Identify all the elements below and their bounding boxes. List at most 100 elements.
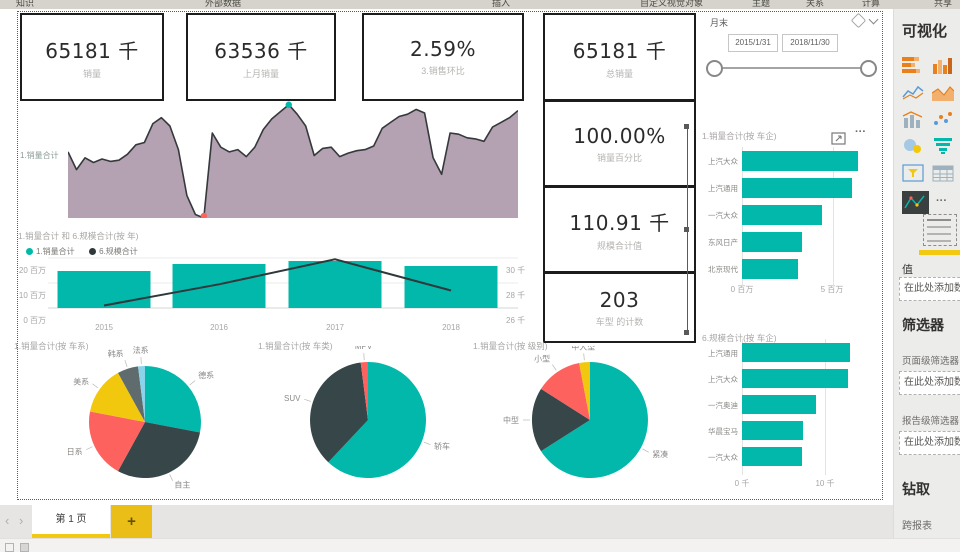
bar-chart-sales-by-maker[interactable]: 1.销量合计(按 车企) ··· 0 百万 5 百万 上汽大众 上汽通用 一汽大众东… — [695, 126, 881, 332]
filters-section-label: 筛选器 — [902, 317, 944, 333]
pie-slice-label: SUV — [284, 394, 301, 403]
add-page-button[interactable]: + — [111, 505, 152, 538]
bar[interactable] — [742, 369, 849, 388]
pie-slice[interactable] — [145, 366, 201, 433]
bar[interactable] — [742, 421, 803, 440]
report-filter-field-well[interactable]: 在此处添加数据字段 — [899, 431, 960, 455]
ribbon-item[interactable]: 共享 — [934, 0, 953, 8]
pie-slice[interactable] — [90, 372, 145, 422]
ribbon-item[interactable]: 知识 — [16, 0, 35, 8]
pie-slice[interactable] — [118, 422, 200, 479]
card-sales[interactable]: 65181 千 销量 — [20, 13, 164, 101]
combo-bar[interactable] — [288, 261, 382, 308]
eraser-icon[interactable] — [850, 12, 867, 29]
more-visuals-icon[interactable]: ··· — [936, 195, 947, 207]
slicer-start-date[interactable]: 2015/1/31 — [728, 34, 778, 52]
pie-chart-series-visual[interactable]: 1.销量合计(按 车系) 德系 自主 日系 美系 韩系 法系 — [10, 338, 260, 500]
pie-slice[interactable] — [541, 362, 648, 478]
more-options-icon[interactable]: ··· — [855, 126, 866, 138]
clustered-column-chart-icon[interactable] — [932, 56, 958, 76]
pie-chart-level-visual[interactable]: 1.销量合计(按 级别) 紧凑 中型 小型 中大型 — [465, 338, 715, 500]
axis-gridline — [825, 339, 826, 475]
pie-slice[interactable] — [579, 361, 590, 420]
bar[interactable] — [742, 151, 858, 171]
slicer-title: 月末 — [710, 18, 729, 28]
fields-well-icon[interactable] — [923, 214, 957, 246]
bar[interactable] — [742, 259, 799, 279]
table-icon[interactable] — [932, 164, 958, 184]
selection-handle[interactable] — [684, 330, 689, 335]
slicer-slider-track[interactable] — [715, 67, 867, 69]
prev-page-arrow[interactable]: ‹ — [5, 513, 10, 528]
ribbon-item[interactable]: 计算 — [862, 0, 881, 8]
stacked-bar-chart-icon[interactable] — [902, 56, 928, 76]
date-slicer[interactable]: 月末 2015/1/31 2018/11/30 — [703, 12, 879, 94]
card-model-count[interactable]: 203 车型 的计数 — [543, 272, 696, 343]
combo-bar[interactable] — [172, 264, 266, 308]
pie-slice-label: 韩系 — [108, 348, 124, 358]
slicer-icon[interactable] — [902, 164, 928, 184]
line-chart-icon[interactable] — [902, 83, 928, 103]
status-bar — [0, 538, 960, 552]
next-page-arrow[interactable]: › — [19, 513, 24, 528]
area-chart-visual[interactable]: 1.销量合计 — [18, 98, 523, 222]
y2-axis-tick: 30 千 — [506, 266, 526, 275]
chart-title: 1.销量合计(按 车类) — [258, 341, 333, 351]
panel-title: 可视化 — [902, 23, 948, 40]
chevron-down-icon[interactable] — [868, 14, 879, 25]
bar[interactable] — [742, 205, 822, 225]
report-filter-label: 报告级筛选器 — [902, 416, 960, 427]
bar[interactable] — [742, 395, 816, 414]
pie-chart-class-visual[interactable]: 1.销量合计(按 车类) 轿车 SUV MPV — [245, 338, 495, 500]
legend-label: 6.规模合计 — [99, 247, 138, 256]
ribbon-item[interactable]: 自定义视觉对象 — [640, 0, 704, 8]
bar[interactable] — [742, 232, 802, 252]
pie-chart-svg: 紧凑 中型 小型 中大型 — [503, 346, 668, 478]
combo-bar[interactable] — [57, 271, 151, 308]
combo-chart-icon[interactable] — [902, 110, 928, 130]
slicer-end-date[interactable]: 2018/11/30 — [782, 34, 838, 52]
bar[interactable] — [742, 343, 850, 362]
card-sales-percent[interactable]: 100.00% 销量百分比 — [543, 100, 696, 187]
page-filter-field-well[interactable]: 在此处添加数据字段 — [899, 371, 960, 395]
bar[interactable] — [742, 447, 802, 466]
ribbon-item[interactable]: 主题 — [752, 0, 771, 8]
focus-mode-icon[interactable] — [831, 132, 847, 145]
pie-slice[interactable] — [118, 366, 145, 422]
pie-slice[interactable] — [88, 411, 145, 472]
area-chart-icon[interactable] — [931, 83, 958, 103]
legend-item: 6.规模合计 — [89, 246, 138, 257]
bar[interactable] — [742, 178, 853, 198]
pie-label-leader — [189, 380, 196, 386]
y-axis-tick: 0 百万 — [23, 316, 46, 325]
pie-slice[interactable] — [531, 388, 590, 452]
ribbon-item[interactable]: 外部数据 — [205, 0, 242, 8]
card-total-sales[interactable]: 65181 千 总销量 — [543, 13, 696, 101]
slider-handle-left[interactable] — [706, 60, 723, 77]
ribbon-item[interactable]: 关系 — [806, 0, 825, 8]
map-icon[interactable] — [902, 137, 928, 157]
card-mom-ratio[interactable]: 2.59% 3.销售环比 — [362, 13, 524, 101]
pie-slice[interactable] — [360, 362, 368, 420]
ribbon-item[interactable]: 插入 — [492, 0, 511, 8]
pie-slice[interactable] — [328, 362, 426, 478]
slider-handle-right[interactable] — [860, 60, 877, 77]
scatter-chart-icon[interactable] — [932, 110, 958, 130]
combo-bar[interactable] — [404, 266, 498, 308]
pie-slice[interactable] — [138, 365, 145, 422]
selection-handle[interactable] — [684, 227, 689, 232]
selection-handle[interactable] — [684, 124, 689, 129]
page-tab[interactable]: 第 1 页 — [32, 505, 110, 538]
values-field-well[interactable]: 在此处添加数据字段 — [899, 277, 960, 301]
x-axis-tick: 2015 — [95, 323, 113, 332]
bar-chart-scale-by-maker[interactable]: 6.规模合计(按 车企) 0 千 10 千 上汽通用 上汽大众 一汽奥迪 华晨宝马 一汽… — [695, 332, 881, 502]
funnel-chart-icon[interactable] — [932, 137, 958, 157]
script-visual-icon-selected[interactable] — [902, 191, 929, 214]
pie-slice[interactable] — [541, 363, 590, 420]
card-last-month-sales[interactable]: 63536 千 上月销量 — [186, 13, 336, 101]
active-tab-underline[interactable] — [919, 250, 960, 255]
combo-chart-visual[interactable]: 1.销量合计 和 6.规模合计(按 年) 1.销量合计 6.规模合计 20 百万… — [14, 229, 529, 337]
card-value: 2.59% — [409, 37, 477, 61]
pie-slice[interactable] — [310, 362, 368, 463]
card-scale-total[interactable]: 110.91 千 规模合计值 — [543, 186, 696, 273]
